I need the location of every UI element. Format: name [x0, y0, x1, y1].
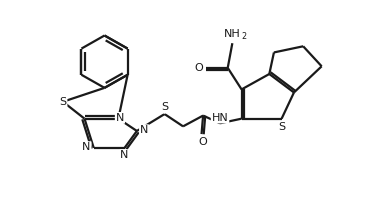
Text: N: N: [116, 113, 124, 123]
Text: S: S: [59, 97, 67, 107]
Text: O: O: [198, 137, 207, 147]
Text: S: S: [278, 122, 285, 132]
Text: NH: NH: [224, 29, 241, 39]
Text: 2: 2: [242, 32, 247, 41]
Text: N: N: [121, 150, 129, 160]
Text: N: N: [140, 125, 148, 135]
Text: N: N: [82, 142, 90, 152]
Text: HN: HN: [212, 112, 228, 123]
Text: S: S: [161, 103, 168, 112]
Text: O: O: [194, 63, 203, 73]
